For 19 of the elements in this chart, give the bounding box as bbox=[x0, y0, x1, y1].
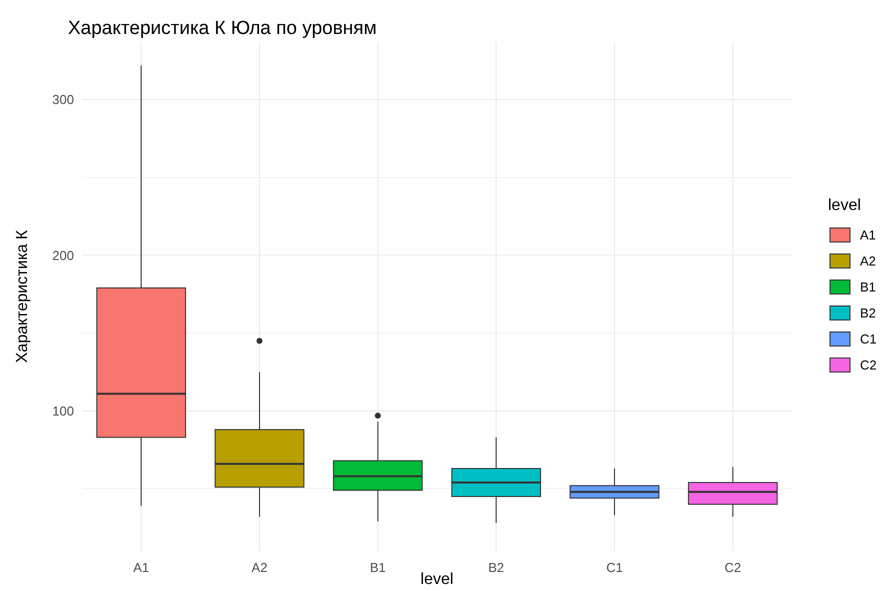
chart-title: Характеристика К Юла по уровням bbox=[68, 18, 377, 39]
legend-label: A1 bbox=[860, 228, 876, 243]
y-tick-label: 100 bbox=[52, 403, 74, 418]
legend-label: A2 bbox=[860, 254, 876, 269]
x-tick-label: A1 bbox=[133, 560, 150, 575]
x-tick-label: B2 bbox=[488, 560, 504, 575]
legend-label: C1 bbox=[860, 332, 877, 347]
legend-label: B1 bbox=[860, 280, 876, 295]
y-tick-label: 300 bbox=[52, 92, 74, 108]
y-tick-label: 200 bbox=[52, 248, 74, 263]
legend-title: level bbox=[828, 197, 861, 214]
x-tick-label: C1 bbox=[606, 560, 623, 575]
y-axis-title: Характеристика К bbox=[14, 229, 31, 363]
legend-label: C2 bbox=[860, 358, 877, 373]
x-axis-title: level bbox=[420, 571, 454, 588]
x-tick-label: C2 bbox=[724, 560, 742, 575]
legend-label: B2 bbox=[860, 306, 876, 321]
x-tick-label: A2 bbox=[252, 560, 268, 575]
x-tick-label: B1 bbox=[370, 560, 386, 575]
